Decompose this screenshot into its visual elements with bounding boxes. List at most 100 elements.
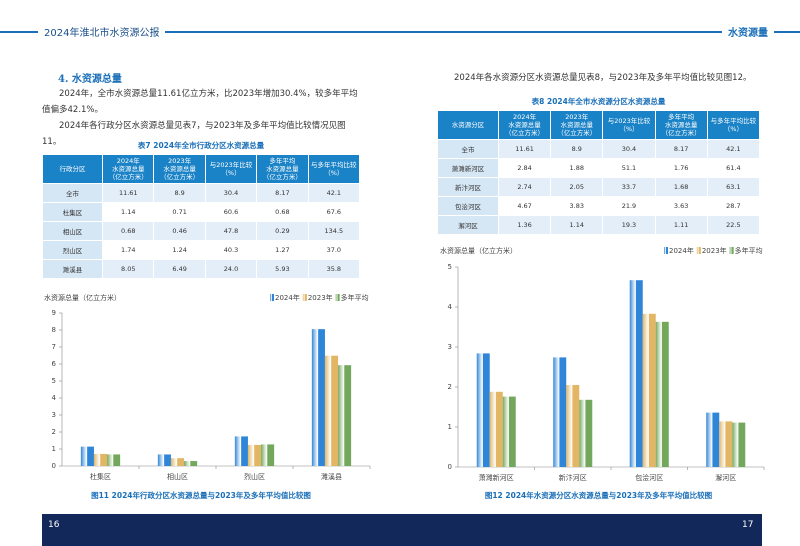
header-line: （%）: [324, 169, 344, 177]
table-cell: 全市: [437, 139, 499, 159]
header-line: 水资源总量: [266, 165, 299, 173]
bar: [338, 365, 352, 466]
y-tick-label: 8: [52, 326, 56, 334]
legend-label: 2023年: [308, 293, 333, 302]
table-cell: 8.17: [256, 183, 309, 203]
bar: [655, 321, 669, 467]
table-cell: 40.3: [204, 240, 258, 260]
table-cell: 11.61: [102, 183, 155, 203]
figure-caption: 图12 2024年水资源分区水资源总量与2023年及多年平均值比较图: [484, 491, 713, 500]
table-cell: 24.0: [204, 259, 258, 279]
bar: [234, 436, 248, 466]
table-cell: 0.71: [153, 202, 206, 222]
table-cell: 33.7: [602, 177, 656, 197]
table-cell: 1.27: [256, 240, 309, 260]
table-cell: 30.4: [602, 139, 656, 159]
table-cell: 42.1: [307, 183, 361, 203]
table-row: 新汴河区 2.74 2.05 33.7 1.68 63.1: [437, 177, 761, 197]
y-tick-label: 6: [52, 360, 57, 368]
table-cell: 1.68: [654, 177, 708, 197]
header-line: 水资源总量: [508, 121, 541, 129]
bar: [80, 446, 94, 466]
table-cell: 42.1: [706, 139, 761, 159]
header-line: 水资源总量: [664, 121, 698, 129]
table-cell: 包浍河区: [437, 196, 499, 216]
table-cell: 61.4: [706, 158, 761, 178]
column-header: 与多年平均比较 （%）: [706, 110, 761, 140]
table-cell: 3.83: [550, 196, 604, 216]
x-tick-label: 包浍河区: [635, 473, 663, 482]
column-header: 水资源分区: [437, 110, 499, 140]
bar: [579, 399, 593, 467]
table-cell: 新汴河区: [437, 177, 499, 197]
bar: [93, 453, 108, 466]
header-line: （亿立方米）: [557, 129, 597, 137]
header-line: 2024年: [116, 157, 140, 165]
table-cell: 19.3: [602, 215, 656, 235]
table-cell: 63.1: [706, 177, 761, 197]
column-header: 2024年 水资源总量 （亿立方米）: [102, 154, 155, 184]
table-cell: 濉溪县: [41, 259, 104, 279]
table-cell: 1.76: [654, 158, 708, 178]
page-number: 16: [48, 520, 60, 530]
header-line: 与2023年比较: [209, 161, 253, 169]
header-line: 水资源总量: [560, 121, 594, 129]
data-table: 行政分区 2024年 水资源总量 （亿立方米） 2023年 水资源总量 （亿立方米） 与202…: [41, 154, 361, 279]
x-tick-label: 澥河区: [715, 473, 736, 482]
table-caption: 表8 2024年全市水资源分区水资源总量: [531, 97, 666, 106]
table-cell: 37.0: [307, 240, 361, 260]
column-header: 行政分区: [41, 154, 104, 184]
bar: [170, 458, 185, 466]
column-header: 与多年平均比较 （%）: [307, 154, 361, 184]
x-tick-label: 新汴河区: [559, 473, 587, 482]
legend-label: 2024年: [669, 246, 694, 255]
bar: [566, 385, 580, 467]
bar: [502, 396, 516, 467]
table-cell: 51.1: [602, 158, 656, 178]
bar: [489, 391, 503, 467]
legend-swatch: [335, 294, 340, 301]
bar: [157, 454, 171, 466]
header-title: 2024年淮北市水资源公报: [38, 24, 166, 39]
legend-swatch: [270, 294, 274, 301]
x-tick-label: 烈山区: [244, 472, 265, 481]
paragraph: 2024年，全市水资源总量11.61亿立方米，比2023年增加30.4%，较多年…: [42, 89, 358, 115]
table-cell: 杜集区: [41, 202, 104, 222]
table-row: 萧濉新河区 2.84 1.88 51.1 1.76 61.4: [437, 158, 761, 178]
column-header: 与2023年比较 （%）: [204, 154, 258, 184]
column-header: 多年平均 水资源总量 （亿立方米）: [256, 154, 309, 184]
table-cell: 21.9: [602, 196, 656, 216]
legend-swatch: [696, 247, 701, 254]
table-row: 相山区 0.68 0.46 47.8 0.29 134.5: [41, 221, 361, 241]
table-cell: 67.6: [307, 202, 361, 222]
header-line: 多年平均: [668, 113, 695, 121]
header-rule: [0, 31, 800, 33]
y-tick-label: 0: [52, 462, 56, 470]
column-header: 2024年 水资源总量 （亿立方米）: [497, 110, 552, 140]
legend-swatch: [302, 294, 307, 301]
header-line: 2024年: [513, 113, 537, 121]
y-tick-label: 3: [448, 343, 452, 351]
bar: [184, 461, 198, 466]
column-header: 多年平均 水资源总量 （亿立方米）: [654, 110, 708, 140]
table-cell: 澥河区: [437, 215, 499, 235]
header-line: 水资源分区: [451, 121, 485, 129]
header-line: （亿立方米）: [505, 129, 545, 137]
legend-swatch: [729, 247, 734, 254]
paragraph: 2024年各水资源分区水资源总量见表8，与2023年及多年平均值比较见图12。: [454, 73, 752, 83]
header-line: 与多年平均比较: [710, 117, 757, 125]
table-cell: 11.61: [497, 139, 552, 159]
table-caption: 表7 2024年全市行政分区水资源总量: [137, 141, 265, 150]
table-cell: 烈山区: [41, 240, 104, 260]
header-line: 水资源总量: [163, 165, 196, 173]
x-tick-label: 杜集区: [90, 472, 111, 481]
table-cell: 22.5: [706, 215, 761, 235]
column-header: 2023年 水资源总量 （亿立方米）: [153, 154, 206, 184]
bar: [706, 412, 720, 467]
legend-swatch: [664, 247, 668, 254]
table-cell: 0.68: [256, 202, 309, 222]
table-cell: 4.67: [497, 196, 552, 216]
y-tick-label: 5: [52, 377, 56, 385]
bar: [311, 329, 325, 466]
